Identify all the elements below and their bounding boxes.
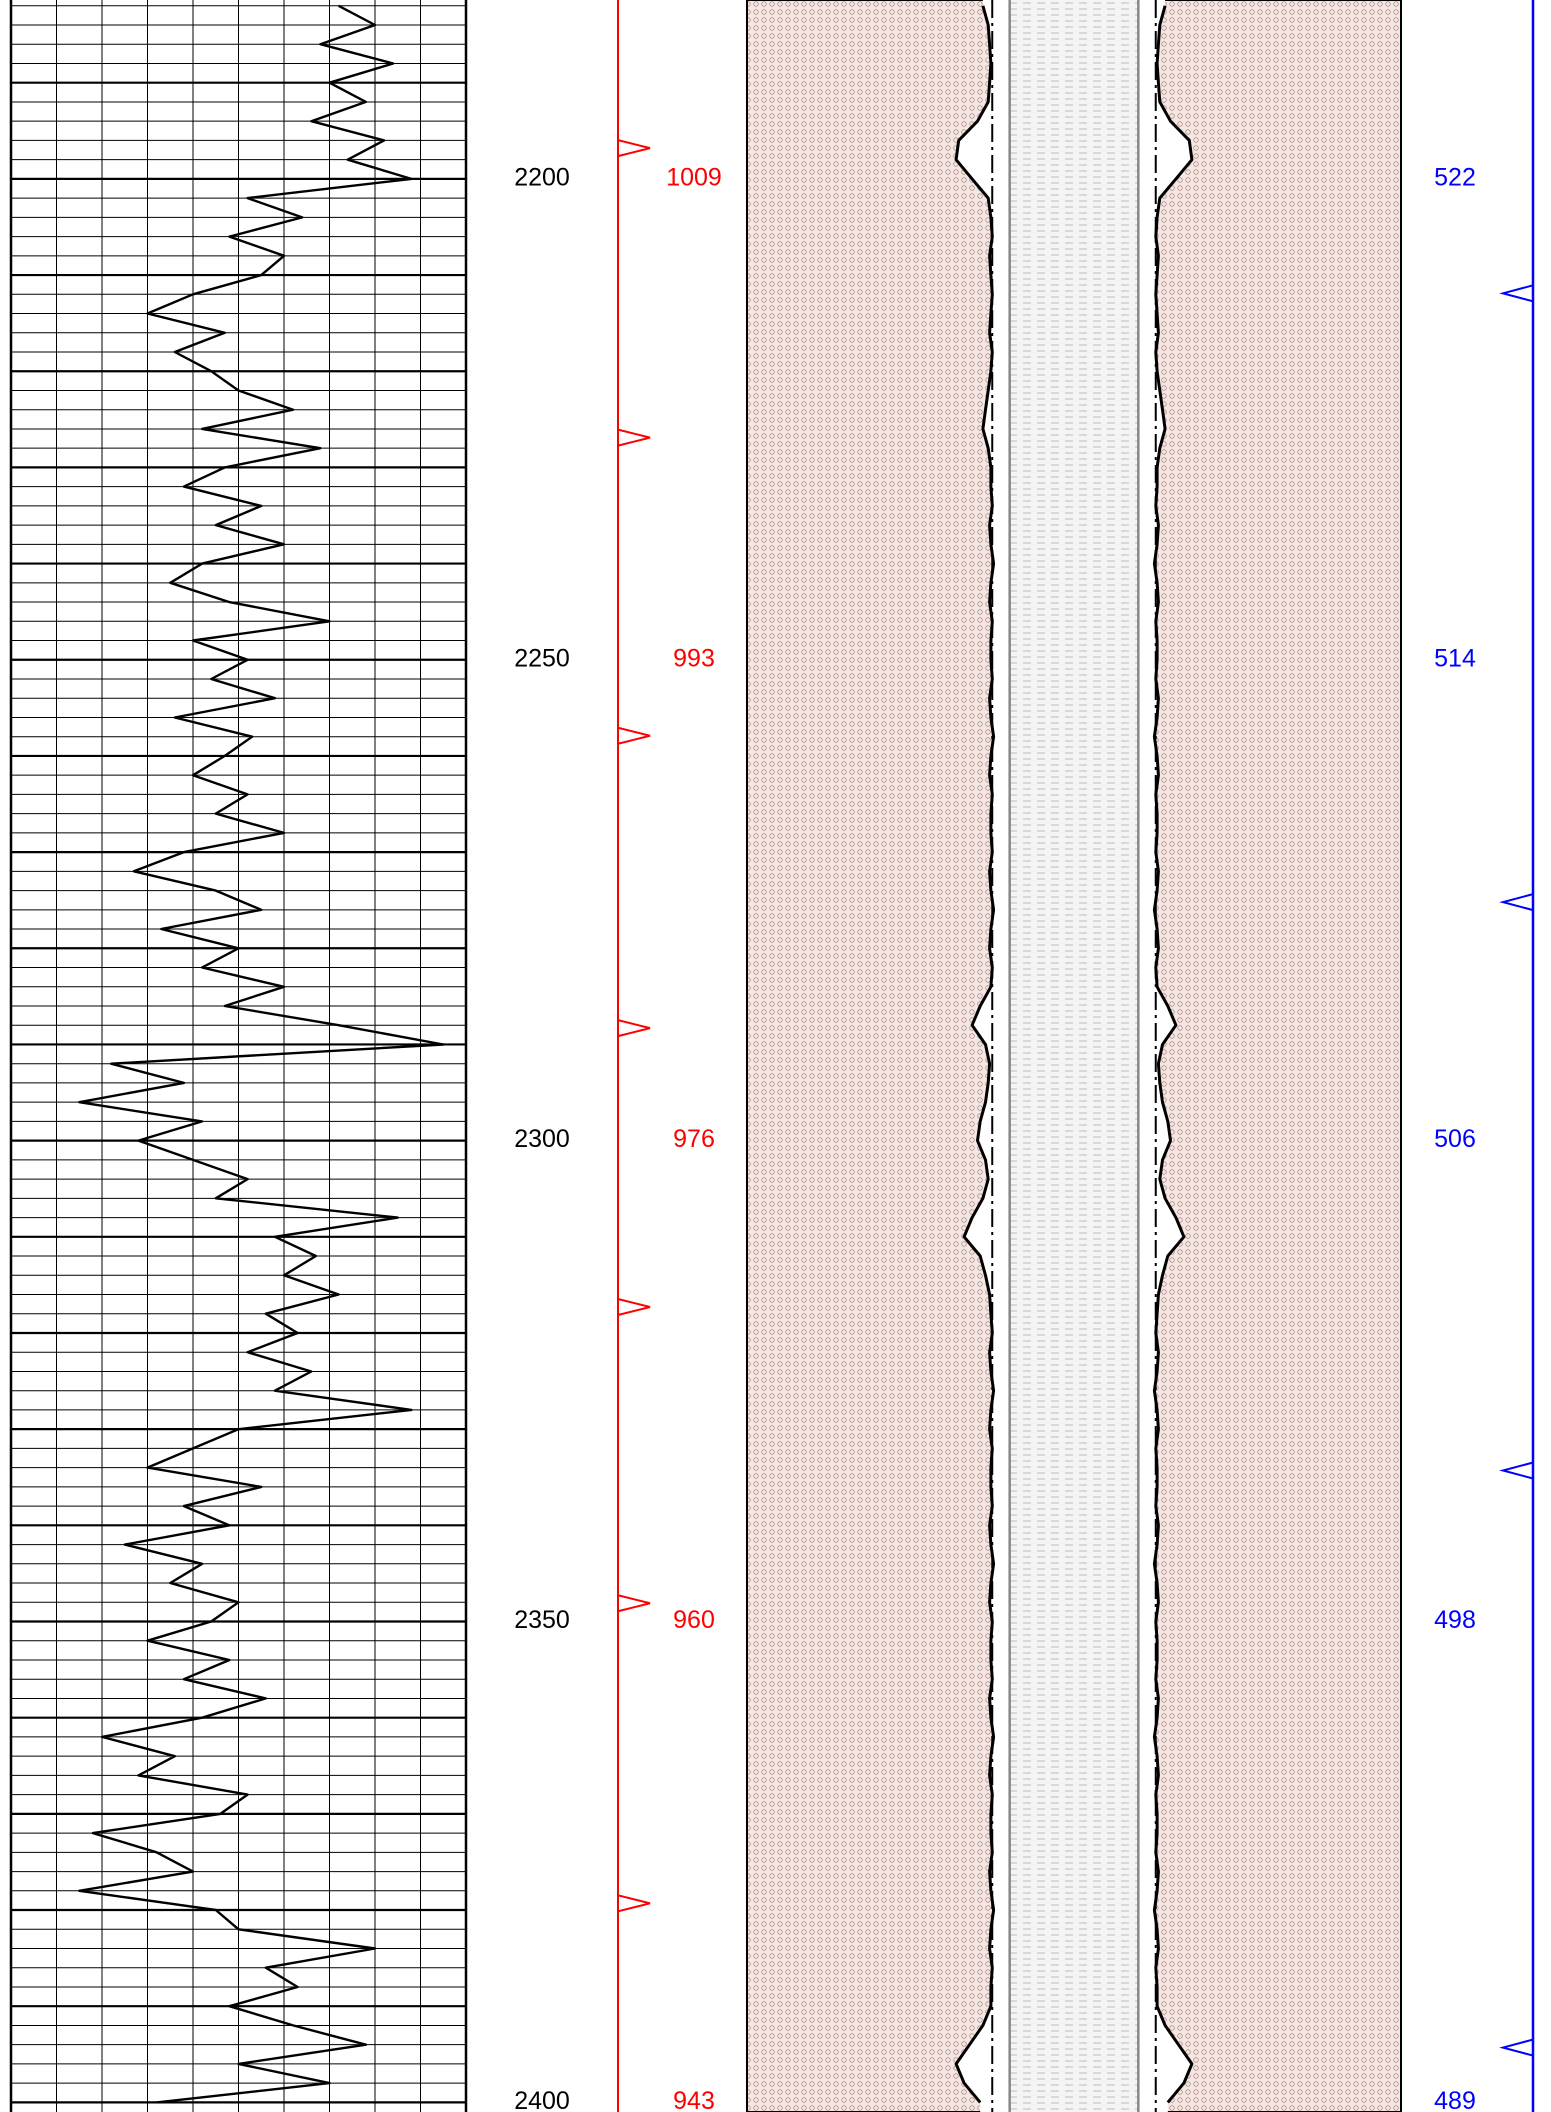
red-marker bbox=[617, 1298, 651, 1316]
red-marker bbox=[617, 1894, 651, 1913]
blue-scale-label: 506 bbox=[1434, 1125, 1476, 1153]
depth-label: 2250 bbox=[514, 644, 570, 672]
caliper-right bbox=[1152, 5, 1194, 2104]
red-scale-label: 993 bbox=[673, 644, 715, 672]
blue-scale-label: 514 bbox=[1434, 644, 1476, 672]
red-scale-label: 943 bbox=[673, 2087, 715, 2112]
blue-marker bbox=[1499, 284, 1534, 303]
depth-label: 2400 bbox=[514, 2087, 570, 2112]
blue-scale-label: 489 bbox=[1434, 2087, 1476, 2112]
blue-scale-label: 522 bbox=[1434, 163, 1476, 191]
red-scale-label: 1009 bbox=[666, 163, 722, 191]
red-scale-label: 976 bbox=[673, 1125, 715, 1153]
red-marker bbox=[617, 1019, 651, 1038]
red-marker bbox=[617, 1594, 651, 1613]
blue-marker bbox=[1499, 2038, 1534, 2057]
blue-marker bbox=[1499, 893, 1534, 912]
red-scale-label: 960 bbox=[673, 1606, 715, 1634]
blue-marker bbox=[1499, 1461, 1534, 1480]
caliper-left bbox=[954, 5, 996, 2104]
depth-label: 2300 bbox=[514, 1125, 570, 1153]
red-marker bbox=[617, 428, 651, 447]
blue-scale-label: 498 bbox=[1434, 1606, 1476, 1634]
depth-label: 2200 bbox=[514, 163, 570, 191]
red-marker bbox=[617, 139, 651, 158]
red-marker bbox=[617, 726, 651, 745]
log-curve bbox=[78, 4, 445, 2104]
depth-label: 2350 bbox=[514, 1606, 570, 1634]
casing-fluid bbox=[1009, 0, 1139, 2112]
